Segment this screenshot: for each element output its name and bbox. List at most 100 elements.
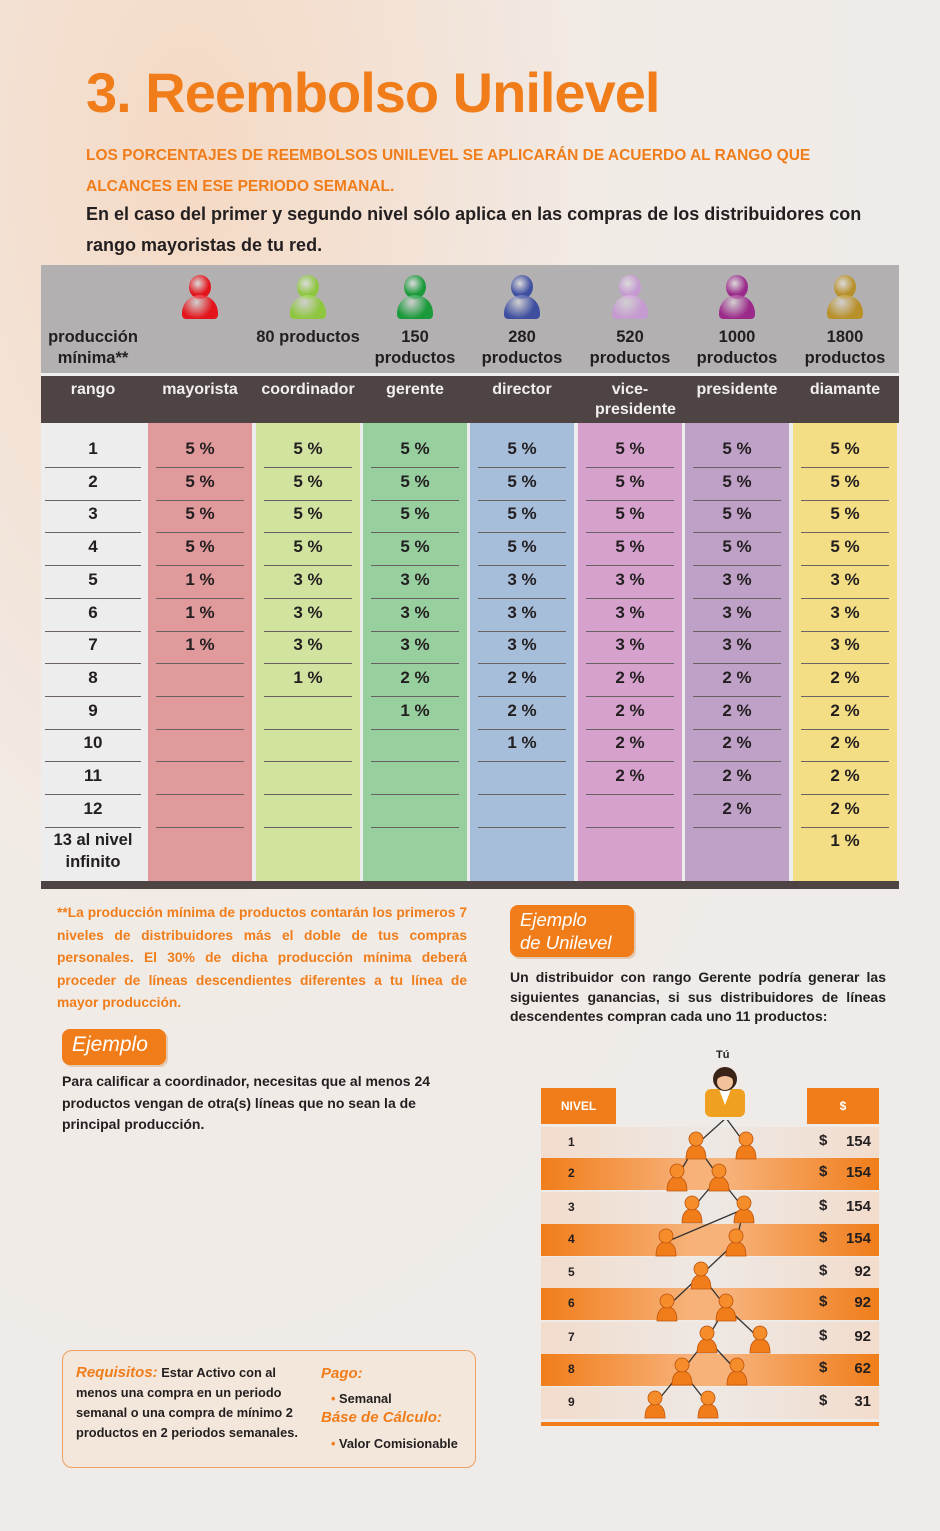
table-bottom-bar: [41, 881, 899, 889]
row-divider: [693, 826, 781, 828]
level-cell: 13 al nivel infinito: [53, 831, 133, 872]
percent-cell: 5 %: [615, 504, 645, 524]
percent-cell: 2 %: [830, 667, 860, 687]
distributor-icon: [697, 1390, 719, 1419]
example-row: 2 $154: [541, 1158, 879, 1190]
min-production-coordinador: 80 productos: [256, 328, 360, 346]
level-cell: 8: [88, 667, 98, 687]
level-cell: 6: [88, 602, 98, 622]
row-divider: [693, 794, 781, 795]
row-divider: [478, 761, 566, 763]
row-divider: [45, 532, 141, 534]
percent-cell: 5 %: [830, 471, 860, 491]
row-divider: [264, 761, 352, 763]
level-cell: 3: [88, 504, 98, 524]
row-divider: [45, 467, 141, 468]
example-dollar-sign: $: [819, 1293, 828, 1310]
intro-orange-text: LOS PORCENTAJES DE REEMBOLSOS UNILEVEL S…: [86, 147, 811, 195]
ejemplo-unilevel-text: Un distribuidor con rango Gerente podría…: [510, 969, 886, 1024]
row-divider: [264, 695, 352, 697]
example-row: 3 $154: [541, 1192, 879, 1224]
example-level: 1: [568, 1135, 575, 1149]
row-divider: [371, 467, 459, 468]
percent-cell: 1 %: [185, 602, 215, 622]
percent-cell: 2 %: [830, 766, 860, 785]
rank-bar: rango mayorista coordinador gerente directo…: [41, 373, 899, 423]
example-dollar-sign: $: [819, 1327, 828, 1344]
rank-director: director: [492, 381, 552, 398]
row-divider: [264, 597, 352, 599]
requisitos-text: Estar Activo con al menos una compra en …: [76, 1365, 298, 1440]
percent-cell: 1 %: [185, 569, 215, 589]
row-divider: [264, 728, 352, 730]
percent-cell: 2 %: [507, 700, 537, 720]
row-divider: [801, 597, 889, 599]
row-divider: [156, 597, 244, 599]
percent-cell: 3 %: [400, 635, 430, 655]
percent-cell: 5 %: [830, 537, 860, 557]
row-divider: [586, 695, 674, 697]
percent-cell: 5 %: [400, 504, 430, 524]
row-divider: [264, 794, 352, 795]
percent-cell: 2 %: [615, 700, 645, 720]
row-divider: [371, 597, 459, 599]
example-amount: 154: [845, 1198, 871, 1215]
percent-cell: 5 %: [185, 439, 215, 458]
percent-cell: 5 %: [293, 471, 323, 491]
row-divider: [264, 467, 352, 468]
column-director: 5 % 5 % 5 % 5 % 3 % 3 % 3 % 2 % 2 % 1 %: [470, 423, 574, 883]
downline-tree: [644, 1120, 771, 1419]
example-level: 5: [568, 1265, 575, 1279]
ejemplo-unilevel-tag: Ejemplo de Unilevel: [510, 905, 634, 957]
example-amount: 154: [845, 1133, 871, 1150]
row-divider: [586, 794, 674, 795]
percent-cell: 5 %: [615, 439, 645, 458]
pago-item: • Semanal: [331, 1391, 392, 1406]
percent-cell: 2 %: [722, 798, 752, 818]
row-divider: [801, 761, 889, 763]
column-diamante: 5 % 5 % 5 % 5 % 3 % 3 % 3 % 2 % 2 % 2 % 2 % 2 % 1 %: [793, 423, 897, 883]
example-level: 6: [568, 1296, 575, 1310]
row-divider: [801, 532, 889, 534]
example-bottom-bar: [541, 1422, 879, 1426]
row-divider: [586, 499, 674, 501]
column-vice-presidente: 5 % 5 % 5 % 5 % 3 % 3 % 3 % 2 % 2 % 2 % 2 %: [578, 423, 682, 883]
row-divider: [801, 630, 889, 632]
row-divider: [586, 597, 674, 599]
example-row: 4 $154: [541, 1224, 879, 1256]
requisitos-label: Requisitos:: [76, 1364, 158, 1381]
bullet-icon: •: [331, 1436, 336, 1451]
tree-edge: [665, 1208, 745, 1243]
row-divider: [586, 728, 674, 730]
example-level: 8: [568, 1362, 575, 1376]
row-divider: [693, 630, 781, 632]
row-divider: [478, 597, 566, 599]
percent-cell: 2 %: [722, 700, 752, 720]
percent-cell: 2 %: [830, 700, 860, 720]
distributor-icon: [715, 1293, 737, 1322]
example-level: 9: [568, 1395, 575, 1409]
rank-presidente: presidente: [696, 381, 778, 398]
row-divider: [693, 532, 781, 534]
percent-cell: 5 %: [185, 504, 215, 524]
row-divider: [586, 565, 674, 567]
percent-cell: 5 %: [507, 537, 537, 557]
distributor-icon: [671, 1357, 693, 1386]
row-divider: [45, 597, 141, 599]
percent-cell: 3 %: [507, 635, 537, 655]
level-cell: 5: [88, 569, 98, 589]
percent-cell: 5 %: [722, 537, 752, 557]
percent-cell: 3 %: [615, 602, 645, 622]
row-divider: [156, 532, 244, 534]
ejemplo-text: Para calificar a coordinador, necesitas …: [62, 1073, 431, 1132]
distributor-icon: [725, 1228, 747, 1257]
row-divider: [801, 728, 889, 730]
person-lilac-icon: [610, 275, 650, 321]
level-cell: 1: [88, 439, 98, 458]
example-amount: 62: [854, 1360, 871, 1377]
row-divider: [801, 663, 889, 665]
row-divider: [693, 597, 781, 599]
row-divider: [693, 695, 781, 697]
example-row: 8 $62: [541, 1354, 879, 1386]
row-divider: [264, 630, 352, 632]
